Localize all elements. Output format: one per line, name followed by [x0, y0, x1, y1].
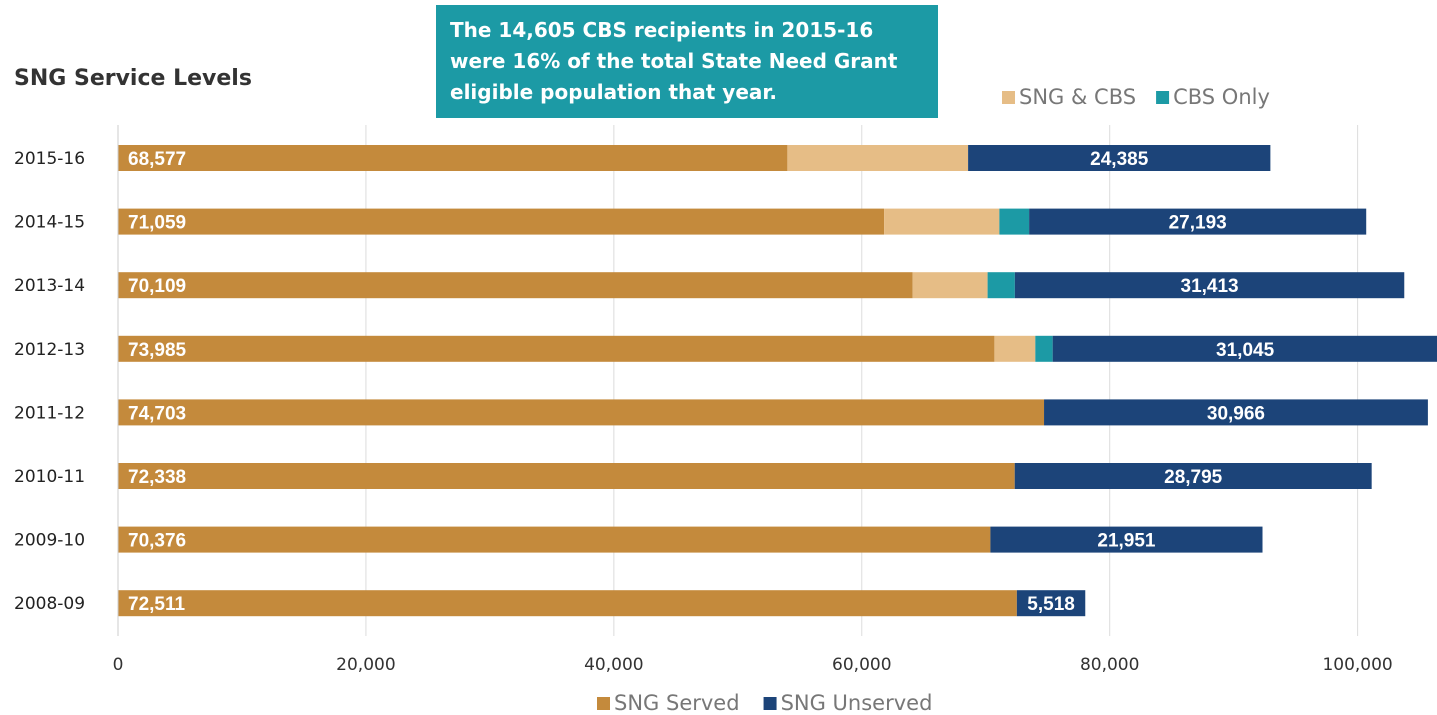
- x-tick-label: 0: [113, 655, 124, 675]
- bar-segment: [118, 335, 995, 362]
- data-label-served: 73,985: [128, 340, 187, 361]
- bar-segment: [912, 272, 988, 299]
- category-label: 2012-13: [14, 340, 85, 360]
- legend-swatch: [763, 697, 777, 710]
- x-tick-label: 100,000: [1322, 655, 1392, 675]
- data-label-unserved: 28,795: [1164, 467, 1223, 488]
- x-tick-label: 20,000: [336, 655, 395, 675]
- legend: SNG & CBS CBS Only SNG Served SNG Unserved: [597, 85, 1270, 715]
- bar-segment: [118, 399, 1045, 426]
- x-tick-label: 80,000: [1080, 655, 1139, 675]
- category-label: 2010-11: [14, 467, 85, 487]
- data-label-served: 70,109: [128, 276, 186, 297]
- data-label-served: 68,577: [128, 149, 186, 170]
- bar-segment: [1052, 335, 1437, 362]
- data-label-served: 72,338: [128, 467, 186, 488]
- callout-line-3: eligible population that year.: [450, 80, 777, 104]
- data-label-unserved: 5,518: [1027, 594, 1075, 615]
- bar-segment: [968, 145, 1271, 171]
- bar-segment: [999, 208, 1030, 235]
- data-label-served: 70,376: [128, 531, 186, 552]
- bar-segment: [118, 463, 1015, 489]
- bar-segment: [118, 208, 885, 235]
- category-label: 2008-09: [14, 594, 85, 614]
- bar-segment: [118, 272, 913, 299]
- callout-line-2: were 16% of the total State Need Grant: [450, 49, 898, 73]
- callout-line-1: The 14,605 CBS recipients in 2015-16: [450, 18, 874, 42]
- category-label: 2015-16: [14, 149, 85, 169]
- category-label: 2014-15: [14, 213, 85, 233]
- data-label-served: 72,511: [128, 594, 185, 615]
- data-labels: 68,577 24,385 71,059 27,193 70,109 31,413 73,9…: [128, 149, 1275, 615]
- legend-swatch: [597, 697, 610, 710]
- category-label: 2011-12: [14, 403, 85, 423]
- data-label-unserved: 27,193: [1169, 213, 1227, 234]
- data-label-served: 71,059: [128, 213, 186, 234]
- bar-segment: [994, 335, 1036, 362]
- bar-segment: [1029, 208, 1367, 235]
- bar-segment: [1014, 463, 1372, 489]
- category-label: 2013-14: [14, 276, 85, 296]
- category-label: 2009-10: [14, 531, 85, 551]
- axes: 0 20,000 40,000 60,000 80,000 100,000 2015-16 2…: [14, 125, 1393, 675]
- data-label-unserved: 31,045: [1216, 340, 1275, 361]
- bar-segment: [1016, 590, 1086, 617]
- x-tick-label: 40,000: [584, 655, 643, 675]
- callout-box: The 14,605 CBS recipients in 2015-16 wer…: [436, 5, 938, 118]
- bars: [118, 145, 1437, 617]
- bar-segment: [118, 145, 788, 171]
- bar-segment: [1014, 272, 1405, 299]
- bar-segment: [787, 145, 969, 171]
- gridlines: [117, 125, 1359, 636]
- legend-swatch: [1156, 91, 1170, 104]
- data-label-served: 74,703: [128, 403, 186, 424]
- data-label-unserved: 24,385: [1090, 149, 1149, 170]
- bar-segment: [1035, 335, 1053, 362]
- legend-label: SNG Served: [614, 691, 740, 715]
- legend-label: CBS Only: [1173, 85, 1270, 109]
- x-tick-label: 60,000: [832, 655, 891, 675]
- chart-title: SNG Service Levels: [14, 66, 252, 91]
- bar-segment: [987, 272, 1015, 299]
- legend-label: SNG Unserved: [781, 691, 933, 715]
- bar-segment: [118, 526, 991, 553]
- bar-segment: [884, 208, 1000, 235]
- bar-segment: [1044, 399, 1428, 426]
- legend-swatch: [1002, 91, 1015, 104]
- legend-label: SNG & CBS: [1019, 85, 1136, 109]
- data-label-unserved: 31,413: [1181, 276, 1239, 297]
- data-label-unserved: 21,951: [1097, 531, 1156, 552]
- bar-segment: [118, 590, 1017, 617]
- bar-segment: [990, 526, 1263, 553]
- data-label-unserved: 30,966: [1207, 403, 1265, 424]
